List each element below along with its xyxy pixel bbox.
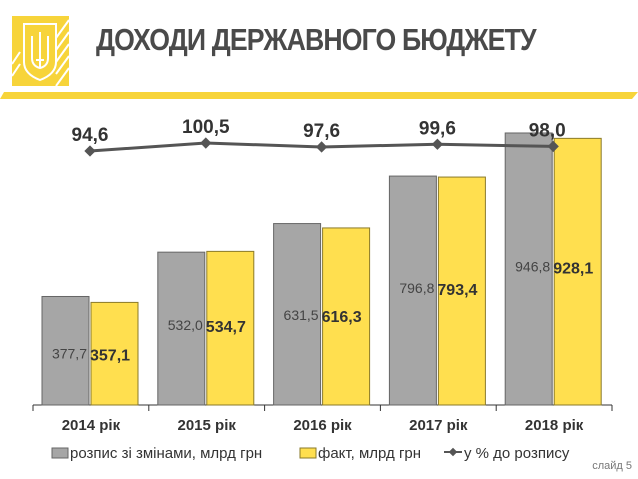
bar-plan — [388, 175, 437, 406]
bar-plan — [504, 132, 553, 406]
slide-number: слайд 5 — [592, 460, 632, 472]
legend-swatch-plan — [51, 447, 69, 459]
label-plan: 532,0 — [168, 317, 203, 333]
page-title: ДОХОДИ ДЕРЖАВНОГО БЮДЖЕТУ — [96, 22, 537, 57]
line-label: 94,6 — [72, 125, 109, 146]
label-plan: 631,5 — [284, 307, 319, 323]
label-fact: 616,3 — [322, 309, 362, 326]
label-plan: 946,8 — [515, 258, 550, 274]
label-fact: 534,7 — [206, 319, 246, 336]
bar-plan — [273, 223, 322, 406]
title-underline — [0, 92, 638, 99]
legend-marker — [448, 447, 458, 457]
bar-plan — [41, 295, 90, 406]
category-label: 2017 рік — [409, 417, 468, 434]
category-label: 2014 рік — [62, 417, 121, 434]
bar-fact — [206, 250, 255, 406]
bar-fact — [553, 137, 602, 406]
line-point — [315, 141, 328, 153]
line-label: 97,6 — [303, 121, 340, 142]
line-label: 99,6 — [419, 118, 456, 139]
label-fact: 793,4 — [437, 282, 477, 299]
line-label: 100,5 — [182, 117, 230, 138]
line-point — [200, 137, 212, 149]
legend-plan: розпис зі змінами, млрд грн — [70, 445, 262, 462]
label-fact: 928,1 — [553, 260, 593, 277]
label-plan: 377,7 — [52, 345, 87, 361]
legend-fact: факт, млрд грн — [318, 445, 421, 462]
bar-fact — [322, 227, 371, 406]
line-label: 98,0 — [529, 120, 566, 141]
line-point — [84, 145, 96, 157]
bar-plan — [157, 251, 206, 406]
bar-fact — [90, 301, 139, 406]
category-label: 2018 рік — [525, 417, 584, 434]
coat-of-arms-logo — [12, 16, 69, 86]
bar-fact — [437, 176, 486, 406]
label-plan: 796,8 — [399, 280, 434, 296]
category-label: 2016 рік — [293, 417, 352, 434]
category-label: 2015 рік — [178, 417, 237, 434]
line-point — [431, 138, 444, 150]
line-point — [547, 140, 559, 153]
label-fact: 357,1 — [90, 347, 130, 364]
legend-swatch-fact — [299, 447, 317, 459]
legend-percent: у % до розпису — [464, 445, 570, 462]
